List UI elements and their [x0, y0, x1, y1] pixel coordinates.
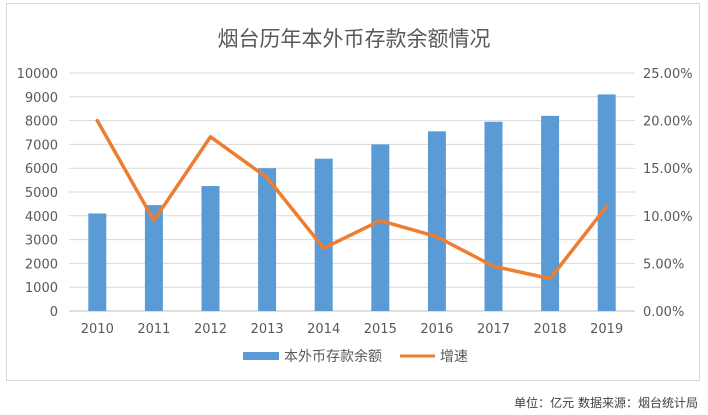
- y-left-tick-label: 10000: [17, 67, 58, 82]
- y-left-tick-label: 4000: [25, 210, 58, 225]
- y-left-tick-label: 7000: [25, 138, 58, 153]
- y-left-tick-label: 0: [50, 305, 58, 320]
- bar: [371, 144, 390, 311]
- growth-point: [265, 176, 269, 180]
- growth-point: [378, 219, 382, 223]
- legend-label-bar: 本外币存款余额: [284, 348, 382, 365]
- y-left-tick-label: 1000: [25, 281, 58, 296]
- y-left-tick-label: 3000: [25, 234, 58, 249]
- y-left-tick-label: 2000: [25, 257, 58, 272]
- y-right-tick-label: 20.00%: [643, 115, 693, 130]
- x-tick-label: 2011: [137, 322, 170, 337]
- y-right-tick-label: 5.00%: [643, 257, 684, 272]
- bar: [88, 213, 107, 311]
- growth-point: [605, 204, 609, 208]
- x-tick-label: 2015: [364, 322, 397, 337]
- bar: [541, 115, 560, 311]
- growth-point: [492, 264, 495, 268]
- x-tick-label: 2017: [477, 322, 510, 337]
- y-left-tick-label: 5000: [25, 186, 58, 201]
- y-right-tick-label: 10.00%: [643, 210, 693, 225]
- growth-point: [548, 277, 552, 281]
- y-left-tick-label: 9000: [25, 91, 58, 106]
- source-note: 单位：亿元 数据来源：烟台统计局: [514, 396, 698, 410]
- chart-frame: 烟台历年本外币存款余额情况 0 1000 2000 3000 4000 5000 6000 7…: [6, 3, 700, 381]
- bar: [427, 131, 446, 311]
- legend-swatch-bar: [243, 352, 279, 360]
- bar: [314, 158, 333, 311]
- bar: [258, 168, 277, 311]
- grid-layer: [69, 72, 635, 312]
- growth-point: [152, 219, 156, 223]
- bar: [144, 205, 163, 311]
- x-tick-label: 2012: [194, 322, 227, 337]
- growth-point: [322, 246, 326, 250]
- y-right-tick-label: 0.00%: [643, 305, 684, 320]
- x-tick-label: 2013: [251, 322, 284, 337]
- growth-line: [95, 118, 609, 281]
- x-tick-label: 2018: [534, 322, 567, 337]
- legend-label-line: 增速: [440, 349, 468, 365]
- x-tick-label: 2014: [307, 322, 340, 337]
- x-tick-label: 2010: [81, 322, 114, 337]
- chart-svg: 烟台历年本外币存款余额情况 0 1000 2000 3000 4000 5000 6000 7…: [17, 27, 693, 365]
- bar-layer: [88, 94, 616, 311]
- bar: [484, 121, 503, 311]
- y-left-tick-label: 8000: [25, 115, 58, 130]
- y-left-tick-label: 6000: [25, 162, 58, 177]
- growth-point: [209, 135, 212, 139]
- line-layer: [95, 118, 609, 281]
- legend: 本外币存款余额 增速: [243, 348, 468, 365]
- axis-layer: 0 1000 2000 3000 4000 5000 6000 7000 8000 9000 100…: [17, 67, 693, 337]
- x-tick-label: 2016: [420, 322, 453, 337]
- growth-point: [435, 235, 439, 239]
- bar: [597, 94, 616, 311]
- chart-title: 烟台历年本外币存款余额情况: [218, 27, 491, 51]
- x-tick-label: 2019: [590, 322, 623, 337]
- y-right-tick-label: 25.00%: [643, 67, 693, 82]
- bar: [201, 186, 220, 311]
- y-right-tick-label: 15.00%: [643, 162, 693, 177]
- growth-point: [95, 119, 99, 123]
